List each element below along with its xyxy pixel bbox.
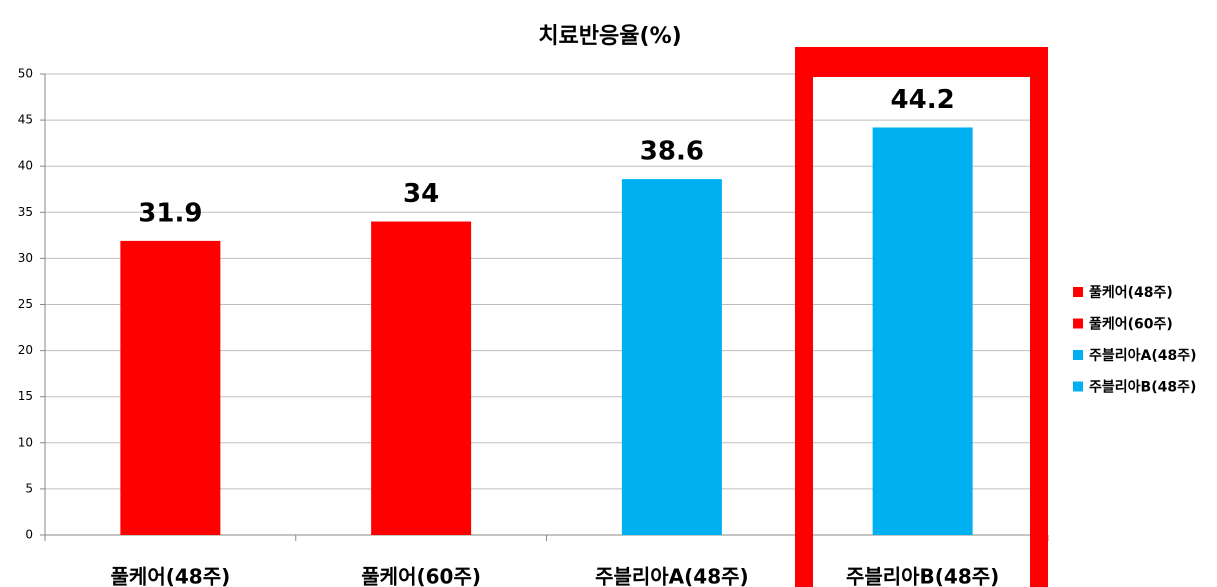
- value-label: 44.2: [891, 85, 955, 115]
- value-label: 31.9: [138, 198, 202, 228]
- x-tick-label: 풀케어(60주): [361, 565, 481, 587]
- legend-label: 풀케어(60주): [1089, 316, 1173, 333]
- legend-swatch: [1073, 381, 1083, 392]
- y-tick-label: 30: [18, 251, 33, 265]
- y-tick-label: 5: [25, 481, 33, 495]
- y-tick-label: 50: [18, 67, 33, 81]
- bar: [371, 221, 472, 535]
- bar: [621, 179, 722, 535]
- y-tick-label: 10: [18, 435, 33, 449]
- highlight-box: [795, 47, 1048, 587]
- legend-swatch: [1073, 287, 1083, 297]
- value-label: 38.6: [640, 137, 704, 167]
- legend-label: 주블리아B(48주): [1089, 379, 1196, 396]
- value-label: 34: [403, 179, 439, 209]
- y-tick-label: 40: [18, 159, 33, 173]
- x-tick-label: 주블리아B(48주): [846, 565, 999, 587]
- x-tick-label: 주블리아A(48주): [595, 565, 749, 587]
- y-tick-label: 0: [25, 528, 33, 542]
- y-tick-label: 15: [18, 389, 33, 403]
- bar: [872, 127, 973, 535]
- legend-label: 풀케어(48주): [1089, 284, 1173, 301]
- legend-swatch: [1073, 350, 1083, 360]
- y-tick-label: 20: [18, 343, 33, 357]
- plot-area: 0 5 10 15 20 25 30 35 40 45 50 풀케어(48주) 31.9 풀케어(60주)…: [18, 67, 1197, 587]
- x-tick-label: 풀케어(48주): [111, 565, 231, 587]
- y-tick-label: 25: [18, 297, 33, 311]
- legend-swatch: [1073, 318, 1083, 329]
- legend-label: 주블리아A(48주): [1089, 347, 1197, 364]
- y-tick-label: 35: [18, 205, 33, 219]
- y-tick-label: 45: [18, 113, 33, 127]
- chart-title: 치료반응율(%): [538, 24, 681, 49]
- bar: [120, 240, 221, 535]
- highlight-box-top: [813, 62, 1030, 77]
